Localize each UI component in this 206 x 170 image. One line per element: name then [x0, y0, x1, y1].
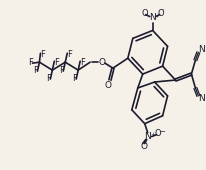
Text: F: F: [28, 58, 33, 67]
Text: F: F: [54, 58, 59, 67]
Text: −: −: [159, 129, 165, 135]
Text: N: N: [149, 13, 155, 22]
Text: F: F: [59, 66, 63, 75]
Text: O: O: [139, 142, 146, 151]
Text: F: F: [79, 58, 84, 67]
Text: F: F: [67, 50, 71, 59]
Text: N: N: [197, 45, 204, 54]
Text: O: O: [141, 9, 147, 18]
Text: ⁻: ⁻: [160, 9, 164, 15]
Text: F: F: [71, 74, 76, 83]
Text: ⁺: ⁺: [154, 16, 157, 21]
Text: F: F: [46, 74, 50, 83]
Text: N: N: [197, 94, 204, 103]
Text: O: O: [157, 9, 163, 18]
Text: O: O: [104, 81, 111, 89]
Text: O: O: [98, 58, 105, 67]
Text: +: +: [150, 132, 154, 137]
Text: F: F: [40, 50, 45, 59]
Text: F: F: [33, 66, 38, 75]
Text: N: N: [144, 132, 150, 141]
Text: O: O: [154, 129, 160, 138]
